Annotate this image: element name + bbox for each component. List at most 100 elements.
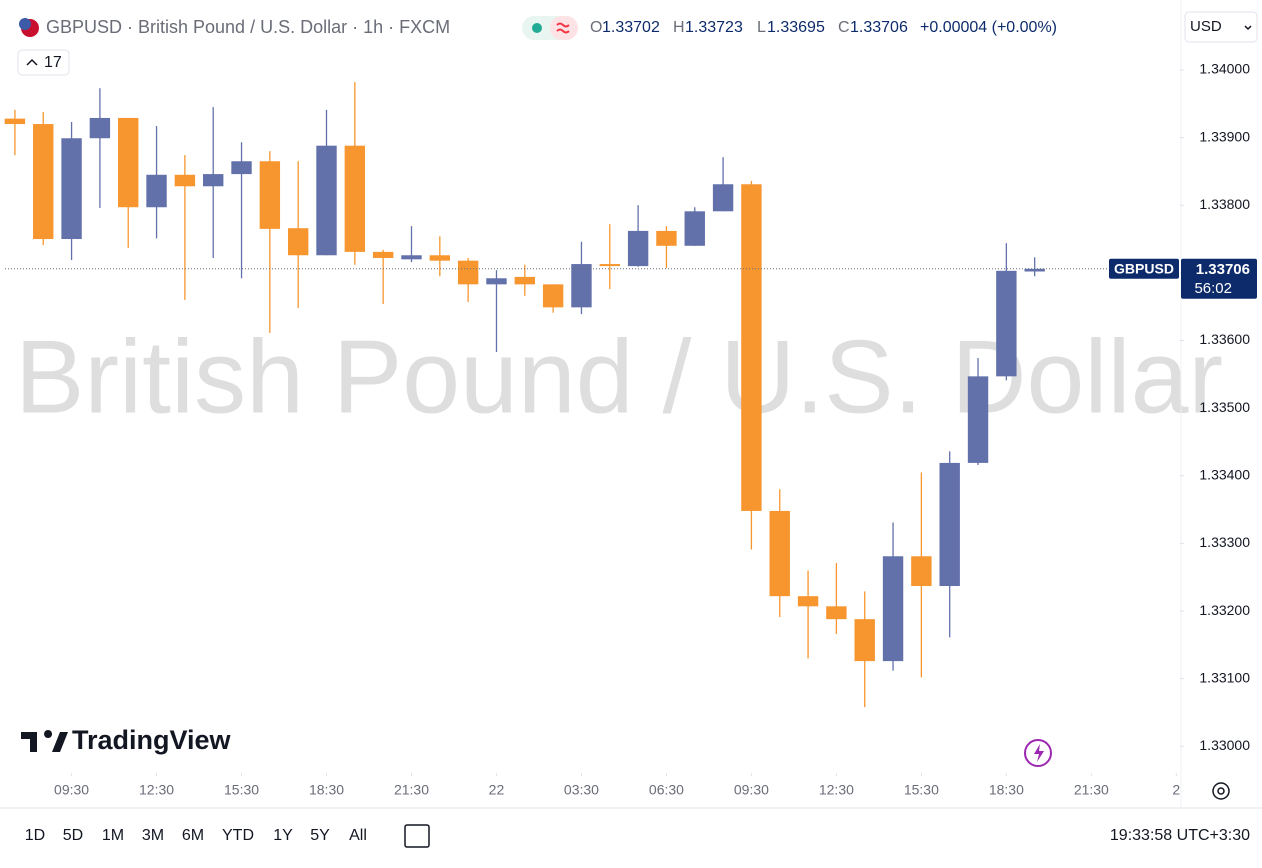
range-button[interactable]: 5Y [310, 827, 330, 844]
y-tick-label: 1.34000 [1199, 61, 1250, 77]
market-open-dot [532, 23, 542, 33]
candle-body [372, 251, 394, 258]
y-tick-label: 1.33400 [1199, 466, 1250, 482]
watermark: British Pound / U.S. Dollar [15, 319, 1223, 435]
candle-body [627, 230, 649, 267]
y-tick-label: 1.33100 [1199, 669, 1250, 685]
price-label-value: 1.33706 [1196, 261, 1250, 278]
change: +0.00004 (+0.00%) [920, 19, 1057, 36]
ohlc-value: 1.33723 [685, 19, 743, 36]
candle-body [797, 596, 819, 607]
candle-body [486, 278, 507, 285]
y-tick-label: 1.33200 [1199, 602, 1250, 618]
candle-body [571, 264, 592, 308]
x-tick-label: 03:30 [564, 782, 599, 798]
range-button[interactable]: 5D [63, 827, 83, 844]
ohlc-label: O [590, 19, 602, 36]
alert-icon[interactable] [1024, 739, 1052, 767]
range-button[interactable]: 1M [102, 827, 124, 844]
candle-body [769, 510, 790, 597]
logo-icon [21, 730, 68, 752]
candle-body [882, 556, 904, 662]
range-button[interactable]: 3M [142, 827, 164, 844]
price-label-box [1181, 258, 1257, 299]
candle-body [89, 117, 111, 139]
currency-select[interactable] [1184, 11, 1258, 43]
candle-body [939, 462, 960, 587]
ohlc-value: 1.33706 [850, 19, 908, 36]
indicators-toggle[interactable] [17, 49, 70, 76]
y-tick-label: 1.33900 [1199, 128, 1250, 144]
candle-body [146, 174, 167, 208]
candle-body [854, 619, 875, 662]
range-button[interactable]: All [349, 827, 367, 844]
x-tick-label: 18:30 [989, 782, 1024, 798]
candle-body [429, 255, 451, 261]
price-label-symbol-box [1109, 258, 1179, 279]
price-label-countdown: 56:02 [1194, 280, 1232, 297]
range-button[interactable]: 1D [25, 827, 45, 844]
settings-icon[interactable] [1212, 782, 1230, 800]
x-tick-label: 22 [489, 782, 505, 798]
candle-body [826, 606, 847, 620]
currency: USD [1190, 18, 1222, 35]
candle-body [514, 276, 535, 285]
candle-body [203, 174, 224, 187]
x-tick-label: 09:30 [54, 782, 89, 798]
x-tick-label: 18:30 [309, 782, 344, 798]
candle-body [33, 124, 54, 240]
date-range-icon[interactable] [404, 824, 430, 848]
candle-body [542, 284, 564, 308]
x-tick-label: 15:30 [904, 782, 939, 798]
candle-body [61, 138, 82, 240]
candle-body [911, 556, 932, 587]
y-tick-label: 1.33800 [1199, 196, 1250, 212]
ohlc-value: 1.33702 [602, 19, 660, 36]
logo-text: TradingView [72, 725, 232, 755]
candle-body [656, 230, 677, 246]
status-pill [550, 16, 578, 40]
ohlc-label: L [757, 19, 766, 36]
candle-body [684, 211, 705, 246]
candle-body [118, 117, 139, 208]
ohlc-label: C [838, 19, 850, 36]
x-tick-label: 09:30 [734, 782, 769, 798]
clock: 19:33:58 UTC+3:30 [1110, 827, 1250, 844]
x-tick-label: 12:30 [819, 782, 854, 798]
candle-body [316, 145, 337, 256]
range-button[interactable]: YTD [222, 827, 254, 844]
y-tick-label: 1.33600 [1199, 331, 1250, 347]
x-tick-label: 15:30 [224, 782, 259, 798]
y-tick-label: 1.33300 [1199, 534, 1250, 550]
symbol-title[interactable]: GBPUSD · British Pound / U.S. Dollar · 1… [46, 17, 450, 37]
x-tick-label: 06:30 [649, 782, 684, 798]
ohlc-value: 1.33695 [767, 19, 825, 36]
ohlc-label: H [673, 19, 685, 36]
candle-body [259, 161, 281, 229]
y-tick-label: 1.33000 [1199, 737, 1250, 753]
x-tick-label: 21:30 [1074, 782, 1109, 798]
range-button[interactable]: 6M [182, 827, 204, 844]
candle-body [401, 255, 422, 260]
candle-body [967, 376, 989, 463]
range-buttons: 1D 5D 1M 3M 6M YTD 1Y 5Y All [25, 827, 367, 844]
x-tick-label: 12:30 [139, 782, 174, 798]
candle-body [1024, 268, 1045, 272]
settings-icon [1217, 787, 1225, 795]
candle-body [996, 270, 1017, 377]
candle-body [174, 174, 196, 187]
alert-icon [1034, 744, 1044, 762]
candle-body [287, 228, 309, 256]
range-button[interactable]: 1Y [273, 827, 293, 844]
candle-body [741, 184, 762, 511]
delay-icon [556, 22, 570, 34]
chevron-icon [26, 58, 38, 66]
candle-body [344, 145, 366, 252]
chevron-icon [1244, 25, 1252, 31]
candle-body [457, 260, 479, 285]
candle-body [231, 161, 252, 175]
candle-body [599, 264, 620, 267]
x-tick-label: 2 [1172, 782, 1180, 798]
